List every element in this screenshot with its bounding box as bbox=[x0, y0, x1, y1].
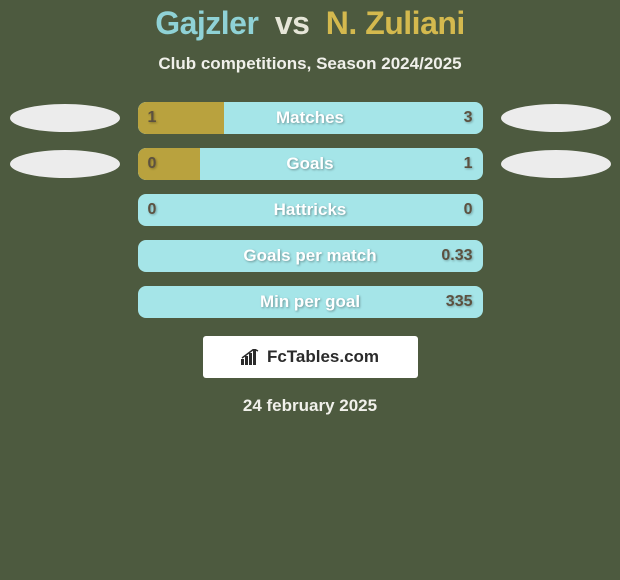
player2-logo-placeholder bbox=[501, 150, 611, 178]
comparison-infographic: Gajzler vs N. Zuliani Club competitions,… bbox=[0, 0, 620, 580]
player1-name: Gajzler bbox=[155, 5, 258, 41]
branding-badge: FcTables.com bbox=[203, 336, 418, 378]
player1-logo-placeholder bbox=[10, 150, 120, 178]
stat-row: Min per goal335 bbox=[0, 286, 620, 318]
player1-logo-placeholder bbox=[10, 104, 120, 132]
subtitle: Club competitions, Season 2024/2025 bbox=[0, 54, 620, 74]
stat-value-right: 0 bbox=[464, 194, 473, 226]
stat-row: 0Hattricks0 bbox=[0, 194, 620, 226]
player2-name: N. Zuliani bbox=[326, 5, 465, 41]
stat-label: Min per goal bbox=[138, 286, 483, 318]
player2-logo-placeholder bbox=[501, 104, 611, 132]
stat-row: 0Goals1 bbox=[0, 148, 620, 180]
date-text: 24 february 2025 bbox=[0, 396, 620, 416]
stat-value-right: 0.33 bbox=[441, 240, 472, 272]
stat-value-right: 335 bbox=[446, 286, 473, 318]
chart-icon bbox=[241, 349, 261, 365]
stat-value-right: 1 bbox=[464, 148, 473, 180]
stat-bar: Goals per match0.33 bbox=[138, 240, 483, 272]
stat-row: 1Matches3 bbox=[0, 102, 620, 134]
stat-label: Hattricks bbox=[138, 194, 483, 226]
stat-label: Matches bbox=[138, 102, 483, 134]
stat-bar: 0Goals1 bbox=[138, 148, 483, 180]
page-title: Gajzler vs N. Zuliani bbox=[0, 5, 620, 42]
stat-value-right: 3 bbox=[464, 102, 473, 134]
stat-bar: Min per goal335 bbox=[138, 286, 483, 318]
stat-label: Goals bbox=[138, 148, 483, 180]
stat-bar: 1Matches3 bbox=[138, 102, 483, 134]
stats-container: 1Matches30Goals10Hattricks0Goals per mat… bbox=[0, 102, 620, 318]
branding-text: FcTables.com bbox=[267, 347, 379, 367]
stat-label: Goals per match bbox=[138, 240, 483, 272]
stat-row: Goals per match0.33 bbox=[0, 240, 620, 272]
stat-bar: 0Hattricks0 bbox=[138, 194, 483, 226]
vs-text: vs bbox=[275, 5, 310, 41]
